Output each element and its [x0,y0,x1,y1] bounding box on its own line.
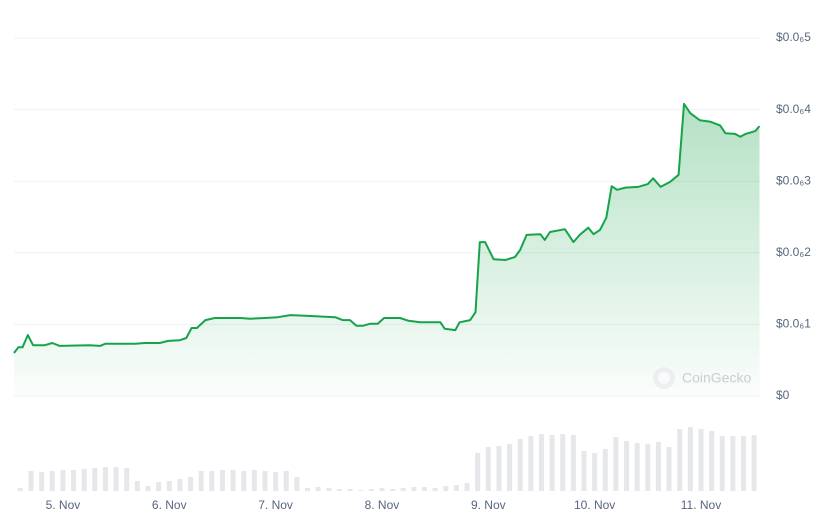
volume-bar [570,435,576,491]
volume-bar [60,470,66,491]
volume-bar [613,437,619,491]
volume-bar [177,479,183,491]
x-tick-label: 5. Nov [46,498,81,512]
volume-bar [453,485,459,491]
volume-bar [485,447,491,491]
volume-bar [81,469,87,491]
price-area [14,103,760,397]
volume-bar [283,471,289,491]
volume-bar [517,439,523,491]
x-tick-label: 10. Nov [574,498,615,512]
volume-bar [655,442,661,491]
y-tick-label: $0 [776,388,790,402]
volume-bar [411,487,417,491]
volume-bar [475,453,481,491]
volume-bar [432,488,438,491]
y-tick-label: $0.0₆5 [776,30,811,44]
axis-labels: $0 $0.0₆1 $0.0₆2 $0.0₆3 $0.0₆4 $0.0₆5 5. Nov 6.… [46,30,812,512]
volume-bar [71,470,77,491]
volume-bar [645,444,651,491]
volume-bar [315,487,321,491]
volume-bar [188,477,194,491]
volume-bar [156,482,162,491]
volume-bars [17,427,757,491]
volume-bar [241,471,247,491]
volume-bar [687,427,693,491]
volume-bar [560,434,566,491]
volume-bar [166,481,172,491]
plot [13,102,761,397]
volume-bar [230,470,236,491]
volume-bar [294,477,300,491]
volume-bar [379,488,385,491]
volume-bar [92,468,98,491]
watermark-text: CoinGecko [682,370,751,386]
volume-bar [719,436,725,491]
x-tick-label: 11. Nov [681,498,721,512]
volume-bar [602,449,608,491]
volume-bar [581,451,587,491]
volume-bar [219,470,225,491]
volume-bar [624,441,630,491]
x-tick-label: 7. Nov [258,498,293,512]
volume-bar [368,489,374,491]
y-tick-label: $0.0₆4 [776,102,811,116]
price-line [13,102,761,354]
volume-bar [145,486,151,491]
volume-bar [262,471,268,491]
volume-bar [326,488,332,491]
volume-bar [751,435,757,491]
volume-bar [347,489,353,491]
x-tick-label: 9. Nov [471,498,506,512]
volume-bar [49,471,55,491]
volume-bar [336,489,342,491]
volume-bar [305,488,311,491]
volume-bar [390,489,396,491]
volume-bar [709,431,715,491]
volume-bar [17,488,23,491]
volume-bar [538,434,544,491]
volume-bar [198,471,204,491]
y-tick-label: $0.0₆2 [776,245,811,259]
x-tick-label: 6. Nov [152,498,187,512]
volume-bar [28,471,34,491]
volume-bar [507,444,513,491]
volume-bar [102,467,108,491]
volume-bar [358,490,364,491]
volume-bar [209,471,215,491]
watermark: CoinGecko [653,367,751,389]
volume-bar [592,453,598,491]
volume-bar [273,472,279,491]
x-tick-label: 8. Nov [365,498,400,512]
volume-bar [549,435,555,491]
volume-bar [124,468,130,491]
volume-bar [464,483,470,491]
volume-bar [496,446,502,491]
volume-bar [698,429,704,491]
volume-bar [251,470,257,491]
volume-bar [39,472,45,491]
volume-bar [134,481,140,491]
volume-bar [400,488,406,491]
y-tick-label: $0.0₆3 [776,173,811,187]
volume-bar [666,447,672,491]
y-tick-label: $0.0₆1 [776,317,811,331]
volume-bar [528,436,534,491]
volume-bar [634,443,640,491]
volume-bar [741,436,747,491]
volume-bar [113,467,119,491]
volume-bar [421,487,427,491]
volume-bar [677,429,683,491]
volume-bar [443,486,449,491]
volume-bar [730,436,736,491]
